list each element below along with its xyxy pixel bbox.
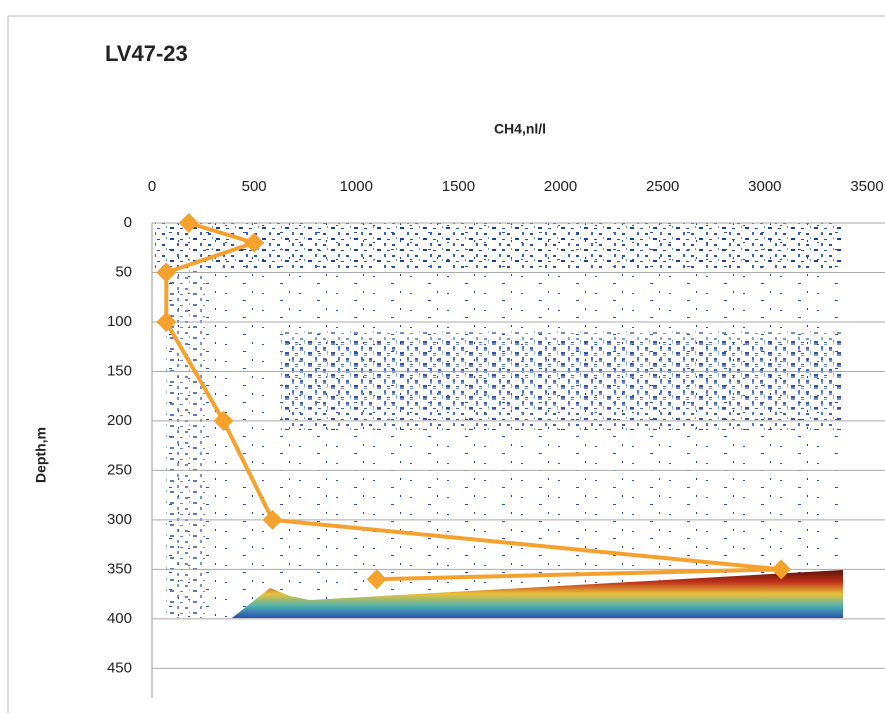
data-point (213, 410, 234, 431)
data-point (366, 569, 387, 590)
data-point (156, 262, 177, 283)
x-tick-label: 1000 (340, 178, 373, 195)
x-tick-label: 3500 (850, 178, 883, 195)
x-tick-label: 2000 (544, 178, 577, 195)
y-tick-label: 450 (107, 659, 132, 676)
x-tick-label: 3000 (748, 178, 781, 195)
data-point (771, 559, 792, 580)
x-tick-label: 2500 (646, 178, 679, 195)
data-point (244, 232, 265, 253)
y-tick-label: 300 (107, 511, 132, 528)
y-tick-label: 250 (107, 461, 132, 478)
y-tick-label: 200 (107, 412, 132, 429)
y-tick-label: 100 (107, 313, 132, 330)
x-tick-label: 1500 (442, 178, 475, 195)
data-point (262, 509, 283, 530)
x-tick-label: 0 (148, 178, 156, 195)
data-point (156, 311, 177, 332)
y-tick-label: 350 (107, 560, 132, 577)
y-tick-label: 0 (124, 214, 132, 231)
y-tick-label: 50 (115, 263, 132, 280)
y-tick-label: 150 (107, 362, 132, 379)
x-axis-label: CH4,nl/l (494, 121, 546, 137)
data-point (178, 213, 199, 233)
data-line (164, 221, 784, 582)
y-axis-label: Depth,m (33, 427, 49, 483)
x-tick-label: 500 (242, 178, 267, 195)
y-tick-label: 400 (107, 610, 132, 627)
chart-title: LV47-23 (105, 41, 188, 66)
